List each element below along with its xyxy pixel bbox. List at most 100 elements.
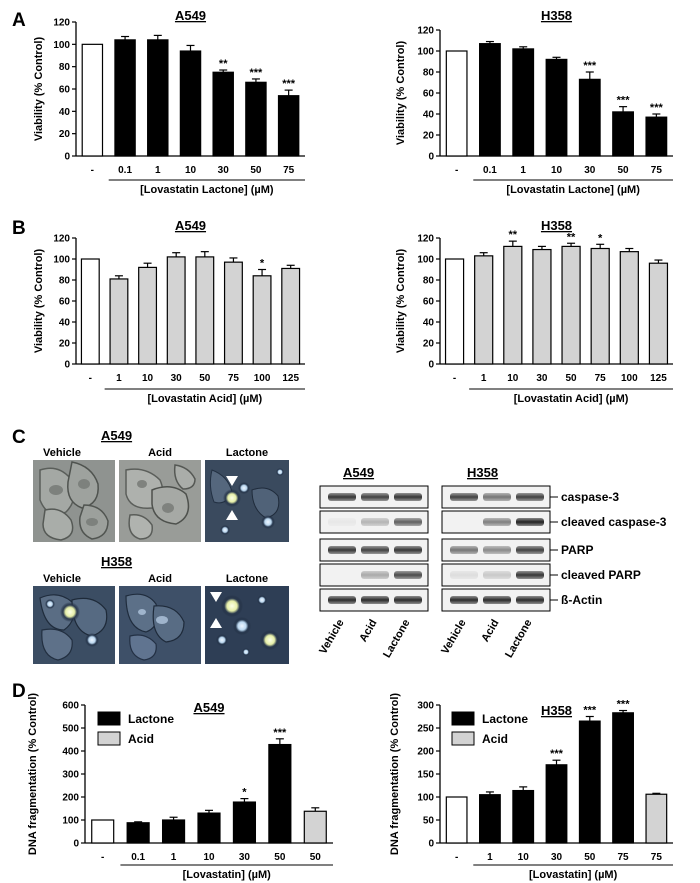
blot-band xyxy=(483,571,511,579)
significance-label: *** xyxy=(617,699,631,711)
chart-title: H358 xyxy=(541,8,572,23)
x-tick-label: 125 xyxy=(282,373,299,384)
micrograph-label-lactone-h358: Lactone xyxy=(226,573,268,585)
bar xyxy=(91,819,115,844)
y-tick-label: 60 xyxy=(423,297,435,308)
blot-band-label: PARP xyxy=(561,543,593,557)
y-tick-label: 120 xyxy=(53,18,70,29)
blot-rows xyxy=(319,485,551,612)
x-tick-label: 50 xyxy=(274,852,286,863)
bar xyxy=(578,720,601,844)
x-tick-label: 30 xyxy=(584,165,596,176)
x-tick-label: 1 xyxy=(171,852,177,863)
bar xyxy=(195,256,215,365)
significance-label: *** xyxy=(250,67,264,79)
x-tick-label: - xyxy=(101,852,104,863)
y-tick-label: 0 xyxy=(64,360,70,371)
x-tick-label: 100 xyxy=(621,373,638,384)
x-tick-label: 50 xyxy=(618,165,630,176)
panel-label-c: C xyxy=(12,427,26,448)
significance-label: * xyxy=(598,232,603,244)
blot-band xyxy=(361,493,389,501)
bar xyxy=(268,743,292,844)
y-tick-label: 400 xyxy=(62,747,79,758)
bar xyxy=(197,812,221,844)
y-tick-label: 200 xyxy=(62,793,79,804)
y-axis-label: Viability (% Control) xyxy=(395,41,407,146)
y-tick-label: 0 xyxy=(428,360,434,371)
y-tick-label: 40 xyxy=(59,107,71,118)
blot-band xyxy=(516,571,544,579)
micrograph-a549-acid xyxy=(119,460,201,542)
x-tick-label: 10 xyxy=(203,852,215,863)
x-tick-label: 125 xyxy=(650,373,667,384)
blot-band xyxy=(394,596,422,604)
bar xyxy=(545,764,568,844)
x-tick-label: 0.1 xyxy=(118,165,132,176)
bar xyxy=(81,43,104,157)
chart-b-h358: H358 0 20 40 60 80 100 120 Viability (% Control)… xyxy=(395,218,673,405)
x-tick-label: 10 xyxy=(507,373,519,384)
micrograph-label-vehicle-a549: Vehicle xyxy=(43,447,81,459)
y-tick-label: 500 xyxy=(62,724,79,735)
blot-band xyxy=(516,493,544,501)
blot-band xyxy=(516,546,544,554)
panel-label-b: B xyxy=(12,218,26,239)
bar xyxy=(612,111,634,157)
blot-band xyxy=(450,493,478,501)
legend-swatch xyxy=(97,731,121,746)
x-tick-label: 0.1 xyxy=(483,165,497,176)
blot-band-label: cleaved PARP xyxy=(561,568,641,582)
y-tick-label: 20 xyxy=(59,129,71,140)
y-tick-label: 80 xyxy=(423,276,435,287)
x-tick-label: 10 xyxy=(518,852,530,863)
significance-label: *** xyxy=(282,78,296,90)
bar xyxy=(479,43,501,157)
legend-label: Lactone xyxy=(128,712,174,726)
legend-swatch xyxy=(451,731,475,746)
x-tick-label: 1 xyxy=(487,852,493,863)
bar xyxy=(232,801,257,844)
x-axis-label: [Lovastatin] (µM) xyxy=(183,869,272,881)
bar xyxy=(545,58,568,157)
blot-band xyxy=(483,596,511,604)
blot-band xyxy=(328,546,356,554)
y-tick-label: 60 xyxy=(59,85,71,96)
x-tick-label: 50 xyxy=(199,373,211,384)
micrograph-label-lactone-a549: Lactone xyxy=(226,447,268,459)
y-tick-label: 100 xyxy=(53,255,70,266)
x-axis-label: [Lovastatin] (µM) xyxy=(529,869,618,881)
legend-label: Lactone xyxy=(482,712,528,726)
bar xyxy=(444,258,465,365)
bar xyxy=(445,796,468,844)
blot-band xyxy=(361,518,389,526)
bar xyxy=(277,95,300,157)
y-tick-label: 20 xyxy=(423,339,435,350)
bar xyxy=(512,789,535,844)
y-axis-label: Viability (% Control) xyxy=(33,37,45,142)
y-tick-label: 300 xyxy=(417,701,434,712)
blot-title-h358: H358 xyxy=(467,465,498,480)
western-blot: A549 H358 caspase-3 cleaved caspase-3 PARP… xyxy=(317,465,666,660)
significance-label: *** xyxy=(583,705,597,717)
bar xyxy=(445,50,468,157)
blot-band xyxy=(450,571,478,579)
blot-band xyxy=(328,596,356,604)
x-axis-label: [Lovastatin Lactone] (µM) xyxy=(140,184,274,196)
blot-band xyxy=(361,596,389,604)
x-tick-label: - xyxy=(453,373,456,384)
blot-band xyxy=(483,546,511,554)
x-axis-label: [Lovastatin Lactone] (µM) xyxy=(506,184,640,196)
x-tick-label: 10 xyxy=(142,373,154,384)
x-tick-label: 0.1 xyxy=(131,852,145,863)
y-tick-label: 100 xyxy=(53,40,70,51)
bar xyxy=(479,794,501,844)
bar xyxy=(619,251,639,365)
blot-band xyxy=(394,518,422,526)
x-tick-label: - xyxy=(91,165,94,176)
x-tick-label: 30 xyxy=(239,852,251,863)
micrograph-label-acid-h358: Acid xyxy=(148,573,172,585)
blot-band xyxy=(516,596,544,604)
y-tick-label: 0 xyxy=(428,839,434,850)
legend-swatch xyxy=(97,711,121,726)
